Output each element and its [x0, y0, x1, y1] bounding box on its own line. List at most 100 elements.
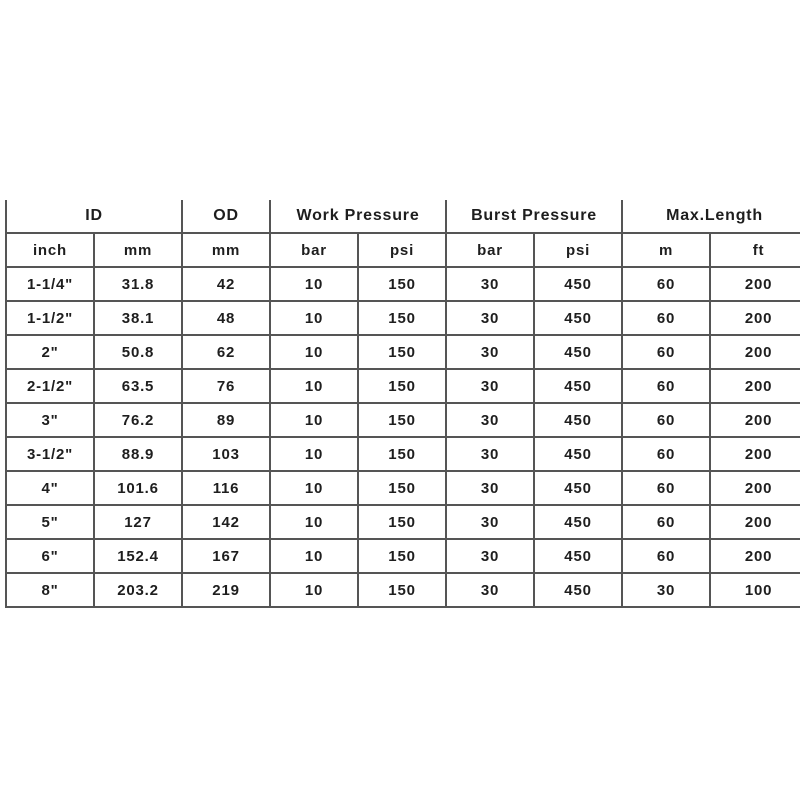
table-cell: 50.8 [92, 334, 184, 370]
table-cell: 150 [357, 504, 448, 540]
table-cell: 60 [621, 402, 712, 438]
table-cell: 10 [269, 436, 360, 472]
table-cell: 152.4 [92, 538, 184, 574]
table-cell: 450 [533, 470, 624, 506]
table-cell: 30 [621, 572, 712, 608]
table-cell: 30 [445, 368, 536, 404]
table-cell: 1-1/4" [5, 266, 95, 302]
table-row: 8" 203.2 219 10 150 30 450 30 100 [5, 572, 800, 608]
table-cell: 127 [92, 504, 184, 540]
table-row: 3" 76.2 89 10 150 30 450 60 200 [5, 402, 800, 438]
table-cell: 101.6 [92, 470, 184, 506]
header-od: OD [181, 200, 272, 234]
unit-od-mm: mm [181, 232, 272, 268]
table-cell: 100 [709, 572, 800, 608]
table-cell: 450 [533, 300, 624, 336]
unit-burst-psi: psi [533, 232, 624, 268]
table-cell: 2-1/2" [5, 368, 95, 404]
table-cell: 30 [445, 266, 536, 302]
table-row: 3-1/2" 88.9 103 10 150 30 450 60 200 [5, 436, 800, 472]
table-cell: 30 [445, 572, 536, 608]
table-cell: 3-1/2" [5, 436, 95, 472]
table-cell: 203.2 [92, 572, 184, 608]
table-cell: 219 [181, 572, 272, 608]
table-cell: 30 [445, 504, 536, 540]
unit-work-bar: bar [269, 232, 360, 268]
table-cell: 103 [181, 436, 272, 472]
table-cell: 60 [621, 470, 712, 506]
table-cell: 4" [5, 470, 95, 506]
table-cell: 450 [533, 334, 624, 370]
table-cell: 116 [181, 470, 272, 506]
table-cell: 450 [533, 368, 624, 404]
table-cell: 60 [621, 538, 712, 574]
table-cell: 31.8 [92, 266, 184, 302]
table-cell: 450 [533, 538, 624, 574]
table-cell: 200 [709, 504, 800, 540]
table-cell: 10 [269, 538, 360, 574]
table-row: 2" 50.8 62 10 150 30 450 60 200 [5, 334, 800, 370]
table-cell: 200 [709, 300, 800, 336]
table-cell: 10 [269, 572, 360, 608]
table-cell: 60 [621, 300, 712, 336]
hose-spec-table: ID OD Work Pressure Burst Pressure Max.L… [4, 200, 800, 608]
table-cell: 30 [445, 334, 536, 370]
table-cell: 62 [181, 334, 272, 370]
table-cell: 200 [709, 334, 800, 370]
table-cell: 1-1/2" [5, 300, 95, 336]
table-cell: 200 [709, 402, 800, 438]
unit-ft: ft [709, 232, 800, 268]
table-cell: 8" [5, 572, 95, 608]
table-cell: 150 [357, 402, 448, 438]
table-row: 2-1/2" 63.5 76 10 150 30 450 60 200 [5, 368, 800, 404]
unit-burst-bar: bar [445, 232, 536, 268]
table-cell: 10 [269, 470, 360, 506]
table-cell: 60 [621, 436, 712, 472]
table-cell: 10 [269, 368, 360, 404]
table-row: 4" 101.6 116 10 150 30 450 60 200 [5, 470, 800, 506]
group-header-row: ID OD Work Pressure Burst Pressure Max.L… [4, 200, 800, 234]
header-burst-pressure: Burst Pressure [445, 200, 624, 234]
table-cell: 60 [621, 266, 712, 302]
table-cell: 450 [533, 572, 624, 608]
table-cell: 150 [357, 368, 448, 404]
table-cell: 88.9 [92, 436, 184, 472]
table-cell: 60 [621, 504, 712, 540]
table-cell: 200 [709, 368, 800, 404]
table-cell: 10 [269, 300, 360, 336]
table-cell: 450 [533, 266, 624, 302]
table-row: 1-1/4" 31.8 42 10 150 30 450 60 200 [5, 266, 800, 302]
table-cell: 89 [181, 402, 272, 438]
table-cell: 150 [357, 470, 448, 506]
table-cell: 450 [533, 436, 624, 472]
table-cell: 60 [621, 334, 712, 370]
table-cell: 63.5 [92, 368, 184, 404]
table-cell: 167 [181, 538, 272, 574]
table-cell: 150 [357, 300, 448, 336]
table-cell: 200 [709, 266, 800, 302]
table-cell: 42 [181, 266, 272, 302]
unit-id-mm: mm [92, 232, 184, 268]
table-cell: 10 [269, 266, 360, 302]
header-max-length: Max.Length [621, 200, 800, 234]
table-cell: 200 [709, 436, 800, 472]
table-row: 1-1/2" 38.1 48 10 150 30 450 60 200 [5, 300, 800, 336]
table-row: 5" 127 142 10 150 30 450 60 200 [5, 504, 800, 540]
table-cell: 30 [445, 436, 536, 472]
table-cell: 10 [269, 402, 360, 438]
table-cell: 10 [269, 504, 360, 540]
table-cell: 38.1 [92, 300, 184, 336]
unit-work-psi: psi [357, 232, 448, 268]
table-row: 6" 152.4 167 10 150 30 450 60 200 [5, 538, 800, 574]
unit-m: m [621, 232, 712, 268]
unit-inch: inch [5, 232, 95, 268]
table-cell: 60 [621, 368, 712, 404]
table-cell: 3" [5, 402, 95, 438]
table-cell: 30 [445, 538, 536, 574]
table-cell: 150 [357, 334, 448, 370]
table-cell: 30 [445, 470, 536, 506]
table-cell: 150 [357, 266, 448, 302]
header-id: ID [4, 200, 184, 234]
header-work-pressure: Work Pressure [269, 200, 448, 234]
unit-header-row: inch mm mm bar psi bar psi m ft [5, 232, 800, 268]
